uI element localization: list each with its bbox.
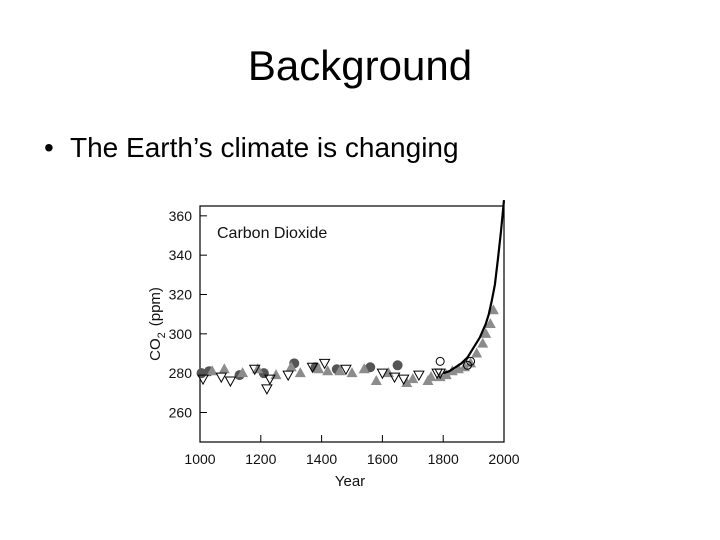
data-point-triangle (218, 363, 230, 374)
data-point-triangle (270, 369, 282, 380)
data-point-triangle (487, 304, 499, 315)
data-point-open-triangle (318, 358, 331, 370)
data-point-triangle (480, 327, 492, 338)
data-point-open-triangle (248, 364, 261, 376)
x-tick-label: 1800 (428, 451, 459, 467)
data-point-triangle (313, 363, 325, 374)
data-point-open-triangle (340, 364, 352, 376)
data-point-open-triangle (282, 370, 295, 382)
y-axis-title: CO2 (ppm) (147, 287, 168, 361)
data-point-open-triangle (388, 372, 401, 384)
data-point-circle (196, 368, 207, 379)
y-tick-label: 360 (169, 208, 193, 224)
data-point-open-triangle (264, 374, 276, 386)
x-tick-label: 1600 (367, 451, 398, 467)
data-point-triangle (484, 318, 496, 328)
data-point-triangle (285, 361, 297, 372)
data-points (196, 199, 506, 395)
y-axis-title-main: CO (147, 338, 164, 361)
data-point-circle (392, 360, 403, 371)
data-point-triangle (440, 369, 452, 380)
bullet-text: The Earth’s climate is changing (70, 132, 459, 163)
co2-curve-line (442, 199, 506, 375)
y-tick-label: 280 (169, 365, 193, 381)
y-tick-label: 260 (169, 405, 193, 421)
slide-title: Background (0, 42, 720, 90)
data-point-open-triangle (215, 372, 228, 384)
y-tick-label: 340 (169, 247, 193, 263)
data-point-open-circle (466, 356, 476, 366)
data-point-open-triangle (434, 368, 447, 380)
data-point-open-triangle (224, 376, 237, 388)
data-point-triangle (407, 373, 419, 384)
slide-title-text: Background (247, 42, 473, 89)
bullet-item: • The Earth’s climate is changing (44, 132, 459, 164)
x-tick-label: 2000 (488, 451, 519, 467)
bullet-dot-icon: • (44, 132, 54, 163)
plot-frame (199, 205, 505, 443)
data-point-triangle (425, 371, 437, 382)
y-axis-title-unit: (ppm) (147, 287, 164, 326)
data-point-open-triangle (261, 384, 273, 395)
data-point-triangle (322, 365, 334, 376)
data-point-triangle (370, 375, 382, 386)
data-point-triangle (237, 367, 249, 378)
data-point-triangle (382, 367, 394, 378)
data-point-triangle (346, 367, 358, 378)
data-point-triangle (294, 367, 306, 378)
y-axis-title-sub: 2 (156, 332, 168, 338)
data-point-open-triangle (197, 374, 209, 386)
x-tick-label: 1000 (184, 451, 215, 467)
data-point-open-triangle (306, 362, 319, 374)
y-axis-ticks: 260 280 300 320 340 360 (169, 208, 207, 421)
data-point-open-triangle (413, 370, 425, 382)
x-axis-title: Year (335, 473, 365, 490)
x-axis-ticks: 1000 1200 1400 1600 1800 2000 (184, 435, 520, 467)
data-point-open-triangle (376, 368, 389, 380)
chart-title: Carbon Dioxide (217, 225, 327, 242)
data-point-triangle (458, 361, 470, 372)
data-point-triangle (334, 365, 346, 376)
data-point-triangle (358, 363, 370, 374)
data-point-open-triangle (397, 374, 410, 386)
x-tick-label: 1400 (306, 451, 337, 467)
data-point-triangle (206, 365, 218, 376)
data-point-triangle (471, 347, 483, 358)
y-tick-label: 300 (169, 326, 193, 342)
x-tick-label: 1200 (245, 451, 276, 467)
y-tick-label: 320 (169, 287, 193, 303)
data-point-triangle (477, 337, 489, 348)
data-point-open-circle (435, 356, 445, 366)
